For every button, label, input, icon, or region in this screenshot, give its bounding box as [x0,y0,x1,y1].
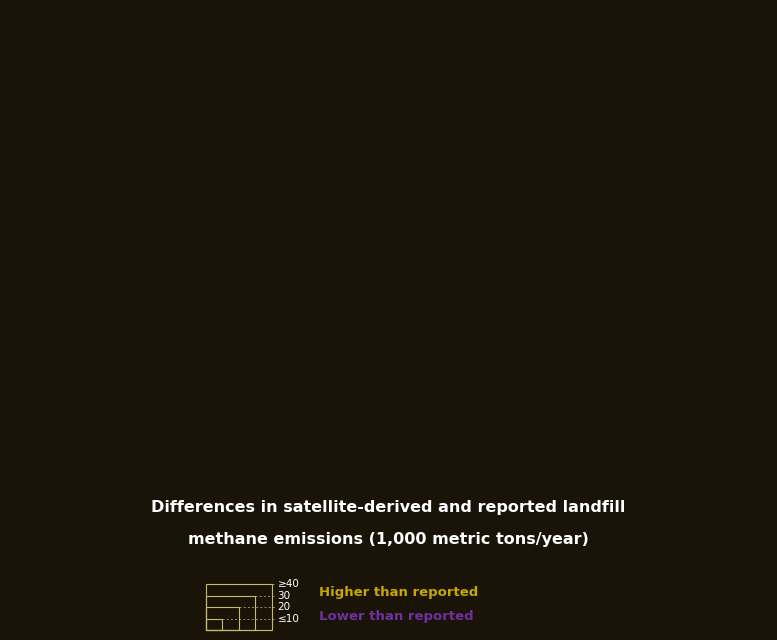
Text: 30: 30 [277,591,291,601]
Text: Differences in satellite-derived and reported landfill: Differences in satellite-derived and rep… [152,500,625,515]
Text: 20: 20 [277,602,291,612]
Text: ≤10: ≤10 [277,614,299,624]
Text: Higher than reported: Higher than reported [319,586,478,599]
Text: ≥40: ≥40 [277,579,299,589]
Text: methane emissions (1,000 metric tons/year): methane emissions (1,000 metric tons/yea… [188,532,589,547]
Text: Lower than reported: Lower than reported [319,610,473,623]
